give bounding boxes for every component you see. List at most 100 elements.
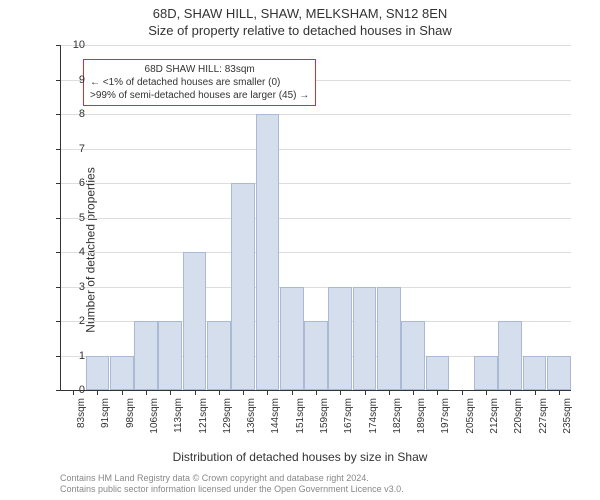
plot-area: 68D SHAW HILL: 83sqm ← <1% of detached h…	[60, 45, 571, 391]
x-tick-label: 167sqm	[343, 398, 354, 446]
x-tick-label: 205sqm	[465, 398, 476, 446]
x-tick-label: 189sqm	[416, 398, 427, 446]
x-tick-label: 197sqm	[440, 398, 451, 446]
x-tick-mark	[413, 390, 414, 395]
y-tick-mark	[56, 183, 61, 184]
x-tick-mark	[365, 390, 366, 395]
y-tick-mark	[56, 218, 61, 219]
y-tick-label: 9	[79, 74, 85, 86]
y-tick-mark	[56, 45, 61, 46]
x-tick-label: 106sqm	[149, 398, 160, 446]
x-tick-mark	[292, 390, 293, 395]
x-tick-label: 98sqm	[125, 398, 136, 446]
bar	[547, 356, 571, 391]
bar	[426, 356, 450, 391]
bar	[86, 356, 110, 391]
bar	[183, 252, 207, 390]
x-tick-label: 174sqm	[368, 398, 379, 446]
annotation-line-3: >99% of semi-detached houses are larger …	[90, 89, 309, 102]
x-tick-label: 227sqm	[538, 398, 549, 446]
x-tick-mark	[340, 390, 341, 395]
annotation-box: 68D SHAW HILL: 83sqm ← <1% of detached h…	[83, 59, 316, 106]
y-tick-label: 1	[79, 350, 85, 362]
bar	[231, 183, 255, 390]
bar	[280, 287, 304, 391]
y-tick-label: 10	[73, 39, 85, 51]
x-tick-mark	[437, 390, 438, 395]
y-tick-label: 3	[79, 281, 85, 293]
x-tick-label: 91sqm	[100, 398, 111, 446]
bar	[256, 114, 280, 390]
gridline	[61, 149, 571, 150]
x-tick-mark	[243, 390, 244, 395]
y-tick-mark	[56, 114, 61, 115]
y-tick-mark	[56, 252, 61, 253]
y-tick-label: 4	[79, 246, 85, 258]
annotation-line-2: ← <1% of detached houses are smaller (0)	[90, 76, 309, 89]
y-tick-label: 5	[79, 212, 85, 224]
bar	[158, 321, 182, 390]
x-tick-label: 182sqm	[392, 398, 403, 446]
gridline	[61, 252, 571, 253]
chart-subtitle: Size of property relative to detached ho…	[0, 23, 600, 38]
y-tick-label: 7	[79, 143, 85, 155]
y-tick-mark	[56, 287, 61, 288]
annotation-line-1: 68D SHAW HILL: 83sqm	[90, 63, 309, 76]
y-tick-label: 2	[79, 315, 85, 327]
x-tick-label: 212sqm	[489, 398, 500, 446]
x-tick-mark	[389, 390, 390, 395]
bar	[401, 321, 425, 390]
bar	[498, 321, 522, 390]
y-tick-mark	[56, 321, 61, 322]
x-tick-label: 159sqm	[319, 398, 330, 446]
x-tick-mark	[462, 390, 463, 395]
x-tick-mark	[267, 390, 268, 395]
gridline	[61, 218, 571, 219]
gridline	[61, 287, 571, 288]
bar	[304, 321, 328, 390]
x-axis-label: Distribution of detached houses by size …	[0, 450, 600, 464]
bar	[110, 356, 134, 391]
x-tick-mark	[486, 390, 487, 395]
bar	[523, 356, 547, 391]
gridline	[61, 183, 571, 184]
y-tick-label: 6	[79, 177, 85, 189]
x-tick-mark	[73, 390, 74, 395]
x-tick-mark	[219, 390, 220, 395]
y-tick-mark	[56, 356, 61, 357]
x-tick-mark	[510, 390, 511, 395]
x-tick-mark	[559, 390, 560, 395]
x-tick-mark	[97, 390, 98, 395]
chart-address-title: 68D, SHAW HILL, SHAW, MELKSHAM, SN12 8EN	[0, 6, 600, 21]
x-tick-label: 151sqm	[295, 398, 306, 446]
x-tick-mark	[195, 390, 196, 395]
x-tick-mark	[122, 390, 123, 395]
x-tick-label: 121sqm	[198, 398, 209, 446]
y-tick-mark	[56, 80, 61, 81]
y-tick-label: 0	[79, 384, 85, 396]
x-tick-label: 136sqm	[246, 398, 257, 446]
x-tick-label: 83sqm	[76, 398, 87, 446]
y-tick-mark	[56, 390, 61, 391]
x-tick-label: 129sqm	[222, 398, 233, 446]
bar	[474, 356, 498, 391]
x-tick-label: 144sqm	[270, 398, 281, 446]
x-tick-label: 220sqm	[513, 398, 524, 446]
gridline	[61, 114, 571, 115]
bar	[134, 321, 158, 390]
property-size-chart: 68D, SHAW HILL, SHAW, MELKSHAM, SN12 8EN…	[0, 0, 600, 500]
x-tick-mark	[146, 390, 147, 395]
x-tick-label: 235sqm	[562, 398, 573, 446]
footer-licence: Contains public sector information licen…	[60, 484, 404, 494]
bar	[377, 287, 401, 391]
bar	[207, 321, 231, 390]
bar	[353, 287, 377, 391]
x-tick-mark	[170, 390, 171, 395]
y-tick-label: 8	[79, 108, 85, 120]
x-tick-mark	[316, 390, 317, 395]
x-tick-label: 113sqm	[173, 398, 184, 446]
gridline	[61, 45, 571, 46]
bar	[328, 287, 352, 391]
y-tick-mark	[56, 149, 61, 150]
x-tick-mark	[535, 390, 536, 395]
